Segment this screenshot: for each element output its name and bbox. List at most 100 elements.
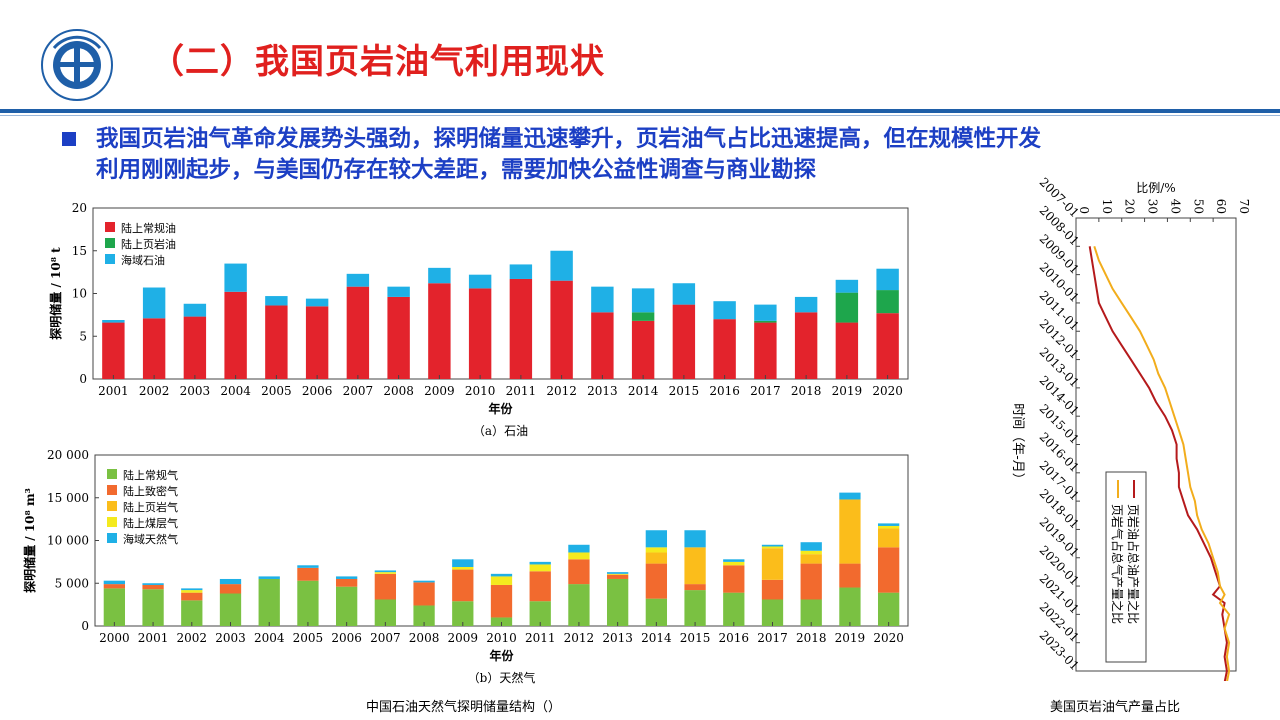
x-tick-label: 2018: [796, 631, 827, 645]
x-axis-label: 比例/%: [1136, 181, 1175, 195]
y-tick-label: 0: [81, 619, 89, 633]
bar-2005-0: [265, 305, 288, 379]
bar-2009-0: [452, 601, 474, 626]
bar-2018-0: [794, 312, 818, 379]
bar-2019-0: [835, 322, 859, 379]
legend-swatch: [105, 238, 115, 248]
bar-2008-0: [413, 605, 435, 626]
bar-2009-2: [428, 267, 451, 284]
y-tick-label: 5: [79, 329, 87, 343]
bar-2014-0: [631, 320, 655, 379]
bar-2020-4: [877, 523, 900, 526]
bar-2012-0: [550, 280, 573, 379]
bar-2005-2: [265, 296, 288, 306]
x-tick-label: 2019: [835, 631, 866, 645]
legend-swatch: [105, 222, 115, 232]
bar-2013-0: [591, 312, 614, 379]
bar-2015-2: [672, 283, 696, 305]
bar-2009-4: [452, 559, 474, 568]
y-axis-label: 探明储量 / 10⁸ t: [48, 247, 63, 340]
bar-2019-4: [839, 492, 861, 500]
bar-2008-1: [413, 582, 435, 606]
bar-2014-2: [631, 288, 655, 313]
bar-2002-1: [181, 592, 203, 601]
x-tick-label: 2012: [546, 384, 577, 398]
bar-2018-3: [800, 550, 822, 555]
bar-2003-4: [219, 578, 242, 585]
bar-2007-0: [374, 599, 397, 626]
bar-2012-0: [568, 584, 590, 626]
bar-2015-4: [684, 530, 706, 548]
x-tick-label: 2020: [873, 631, 904, 645]
bar-2018-1: [800, 563, 822, 600]
bar-2013-1: [606, 574, 629, 579]
legend-label: 页岩气占总气产量之比: [1110, 504, 1125, 624]
bar-2017-0: [761, 599, 784, 626]
bar-2014-4: [645, 530, 668, 548]
x-tick-label: 2017: [750, 384, 781, 398]
x-tick-label: 0: [1077, 206, 1091, 214]
series-line-0: [1088, 246, 1228, 681]
plot-frame: [92, 207, 909, 380]
x-tick-label: 2008: [409, 631, 440, 645]
x-tick-label: 50: [1191, 199, 1205, 214]
bar-2017-1: [754, 320, 777, 323]
bar-2005-1: [297, 567, 319, 581]
bar-2019-2: [839, 499, 861, 564]
bar-2015-1: [684, 584, 706, 591]
bar-2001-2: [102, 320, 125, 323]
bar-2004-0: [258, 578, 280, 626]
x-tick-label: 30: [1146, 199, 1160, 214]
bar-2011-3: [529, 564, 551, 572]
bar-2016-1: [723, 565, 745, 593]
bar-2017-0: [754, 322, 777, 379]
legend-label: 页岩油占总油产量之比: [1126, 504, 1141, 624]
x-tick-label: 2016: [719, 631, 750, 645]
header-divider-thin: [0, 115, 1280, 116]
x-tick-label: 2015: [669, 384, 700, 398]
bar-2018-4: [800, 542, 822, 551]
plot-frame: [1075, 217, 1237, 672]
x-tick-label: 2001: [98, 384, 129, 398]
bar-2010-1: [490, 584, 513, 618]
x-tick-label: 60: [1214, 199, 1228, 214]
x-tick-label: 20: [1123, 199, 1137, 214]
x-axis-label: 年份: [489, 648, 514, 663]
x-tick-label: 2020: [872, 384, 903, 398]
bar-2012-1: [568, 559, 590, 585]
x-tick-label: 2004: [254, 631, 285, 645]
lead-line-2: 利用刚刚起步，与美国仍存在较大差距，需要加快公益性调查与商业勘探: [96, 157, 817, 183]
x-tick-label: 2014: [641, 631, 672, 645]
bar-2013-4: [606, 572, 629, 574]
legend-label: 陆上致密气: [123, 484, 178, 498]
bar-2003-2: [183, 303, 207, 317]
bar-2007-2: [346, 273, 370, 287]
bar-2020-2: [876, 268, 899, 291]
x-tick-label: 2000: [99, 631, 130, 645]
x-tick-label: 2013: [602, 631, 633, 645]
bar-2006-1: [335, 578, 358, 587]
bar-2010-0: [490, 617, 513, 626]
bar-2017-4: [761, 544, 784, 547]
bar-2020-1: [877, 547, 900, 593]
bar-2007-4: [374, 570, 397, 573]
bar-2015-2: [684, 547, 706, 585]
bar-2020-0: [877, 592, 900, 626]
gas-reserves-chart: 0 5 000 10 000 15 000 20 000 2000 2001 2002 2003…: [22, 448, 909, 685]
bar-2014-3: [645, 547, 668, 553]
bar-2000-0: [103, 588, 126, 626]
legend-label: 海域天然气: [123, 532, 178, 546]
lead-line-1: 我国页岩油气革命发展势头强劲，探明储量迅速攀升，页岩油气占比迅速提高，但在规模性…: [96, 126, 1042, 152]
square-bullet-icon: [62, 132, 76, 146]
legend-label: 陆上常规气: [123, 468, 178, 482]
bar-2010-4: [490, 573, 513, 577]
bar-2014-2: [645, 552, 668, 564]
bar-2002-0: [142, 318, 166, 379]
bar-2002-3: [181, 590, 203, 593]
caption-left: 中国石油天然气探明储量结构（）: [366, 700, 562, 715]
x-tick-label: 2005: [261, 384, 292, 398]
x-tick-label: 2007: [370, 631, 401, 645]
bar-2019-0: [839, 587, 861, 626]
bar-2003-0: [219, 593, 242, 626]
legend-swatch: [105, 254, 115, 264]
